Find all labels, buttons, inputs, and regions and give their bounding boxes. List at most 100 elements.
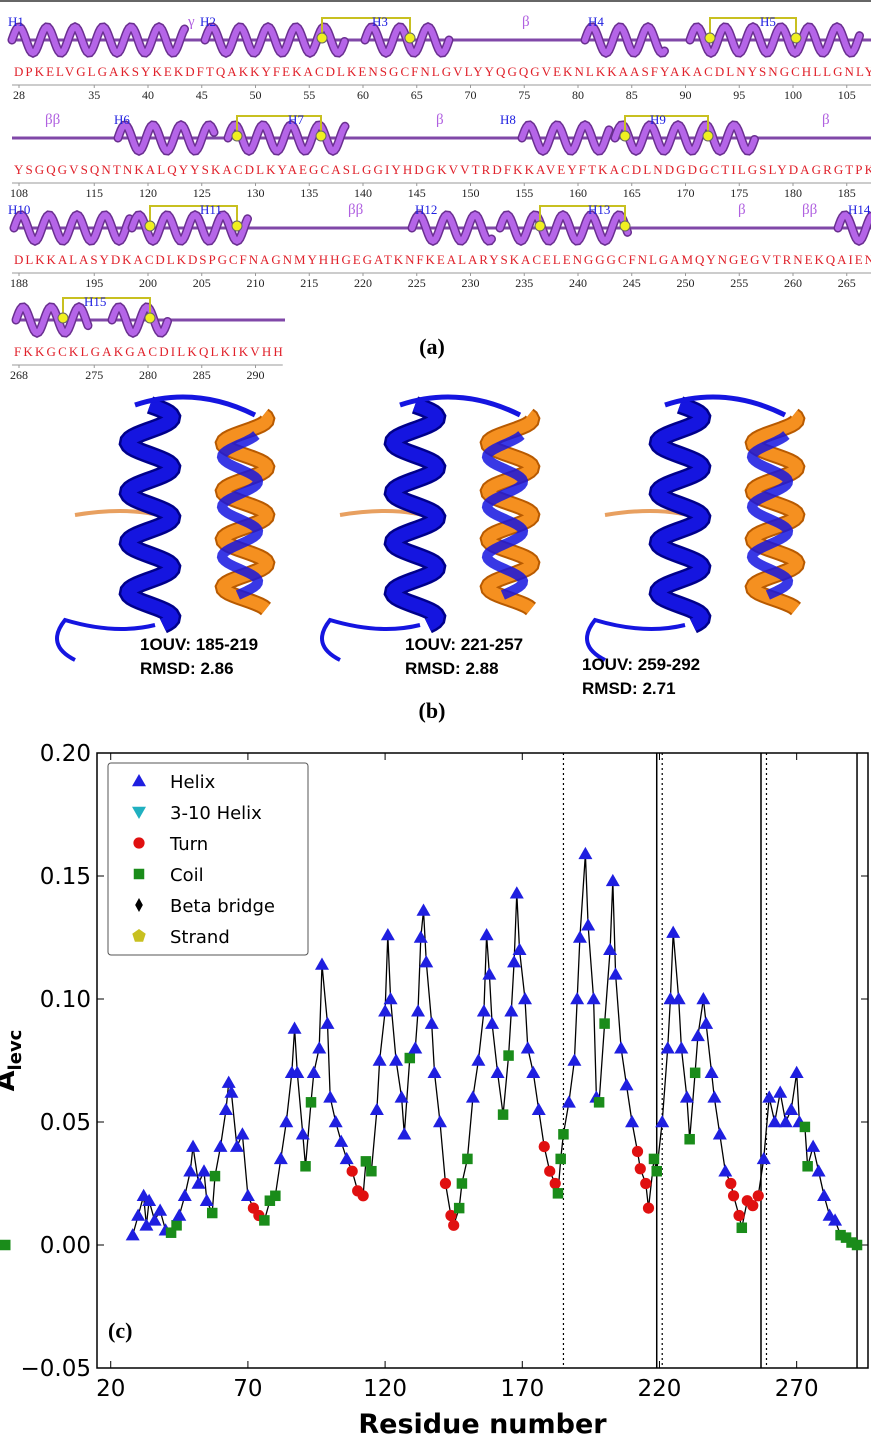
data-point: [306, 1065, 321, 1079]
residue-number: 210: [247, 276, 265, 290]
residue-number: 230: [462, 276, 480, 290]
data-point: [165, 1227, 177, 1238]
residue-number: 50: [250, 88, 262, 102]
data-point: [614, 1041, 629, 1054]
data-point: [634, 1163, 646, 1175]
data-point: [756, 1151, 771, 1165]
data-point: [674, 1041, 689, 1054]
data-point: [209, 1170, 221, 1182]
residue-number: 275: [85, 368, 103, 382]
data-point: [416, 903, 431, 916]
data-point: [696, 992, 711, 1005]
panel-label: (c): [108, 1318, 132, 1343]
disulfide-bridge: [149, 205, 238, 226]
blue-loop: [320, 617, 421, 662]
data-point: [235, 1127, 250, 1140]
helix-ribbon: [519, 121, 612, 155]
data-point: [802, 1161, 813, 1172]
structure-label: H7: [288, 112, 304, 127]
residue-number: 150: [462, 186, 480, 200]
y-tick-label: 0.10: [40, 987, 91, 1013]
data-point: [558, 1129, 569, 1140]
data-point: [0, 1239, 11, 1251]
residue-number: 215: [300, 276, 318, 290]
data-point: [290, 1065, 305, 1079]
data-point: [666, 925, 681, 938]
data-point: [424, 1016, 439, 1029]
data-point: [549, 1177, 561, 1190]
data-point: [778, 1115, 793, 1128]
data-point: [586, 992, 601, 1005]
disulfide-bridge: [624, 115, 709, 136]
residue-number: 80: [572, 88, 584, 102]
data-point: [404, 1052, 416, 1064]
y-axis-label-main: A: [0, 1070, 21, 1091]
residue-number: 125: [193, 186, 211, 200]
blue-helix: [386, 398, 444, 631]
residue-number: 65: [411, 88, 423, 102]
helix-ribbon: [109, 303, 171, 337]
data-point: [648, 1153, 660, 1165]
helix-ribbon: [13, 303, 91, 337]
cysteine: [315, 130, 327, 142]
structure-label: H14: [848, 202, 871, 217]
residue-number: 140: [354, 186, 372, 200]
structure-label: H2: [200, 14, 216, 29]
data-point: [555, 1153, 566, 1165]
data-point: [762, 1090, 777, 1103]
data-point: [712, 1127, 727, 1140]
structure-label: H13: [588, 202, 610, 217]
data-point: [357, 1190, 369, 1202]
residue-number: 45: [196, 88, 208, 102]
residue-number: 120: [139, 186, 157, 200]
data-point: [320, 1016, 335, 1029]
data-point: [389, 1053, 404, 1066]
residue-number: 115: [85, 186, 103, 200]
cysteine: [704, 32, 716, 44]
data-point: [835, 1229, 846, 1241]
data-point: [567, 1053, 582, 1066]
data-point: [476, 1004, 491, 1017]
disulfide-bridge: [539, 205, 626, 226]
data-point: [512, 942, 527, 956]
data-point: [295, 1127, 310, 1140]
data-point: [840, 1232, 852, 1243]
residue-number: 235: [515, 276, 533, 290]
legend-marker: [132, 774, 146, 787]
legend-label: 3-10 Helix: [170, 803, 262, 824]
data-point: [369, 1102, 384, 1115]
structure-label: β: [822, 112, 830, 128]
residue-number: 75: [518, 88, 530, 102]
data-point: [689, 1067, 701, 1079]
residue-number: 155: [515, 186, 533, 200]
data-point: [725, 1177, 737, 1190]
data-point: [264, 1195, 276, 1206]
model-name: 1OUV: 259-292: [582, 655, 700, 674]
blue-loop: [664, 394, 787, 418]
residue-number: 220: [354, 276, 372, 290]
helix-ribbon: [11, 211, 133, 245]
data-point: [773, 1085, 788, 1098]
residue-number: 255: [730, 276, 748, 290]
data-point: [186, 1139, 201, 1152]
structure-label: β: [436, 112, 444, 128]
legend-marker: [133, 837, 145, 849]
residue-number: 105: [838, 88, 856, 102]
data-point: [718, 1164, 733, 1177]
x-tick-label: 170: [500, 1376, 544, 1402]
y-tick-label: 0.15: [40, 864, 91, 890]
helix-ribbon: [129, 211, 251, 245]
residue-number: 245: [623, 276, 641, 290]
residue-number: 185: [838, 186, 856, 200]
helix-ribbon: [582, 23, 668, 57]
data-point: [314, 957, 329, 970]
model-rmsd: RMSD: 2.86: [140, 659, 234, 678]
legend-marker: [133, 868, 145, 880]
data-point: [684, 1133, 695, 1145]
data-point: [221, 1075, 236, 1088]
residue-number: 285: [193, 368, 211, 382]
data-point: [372, 1053, 387, 1066]
data-point: [432, 1115, 447, 1128]
data-point: [305, 1097, 317, 1108]
